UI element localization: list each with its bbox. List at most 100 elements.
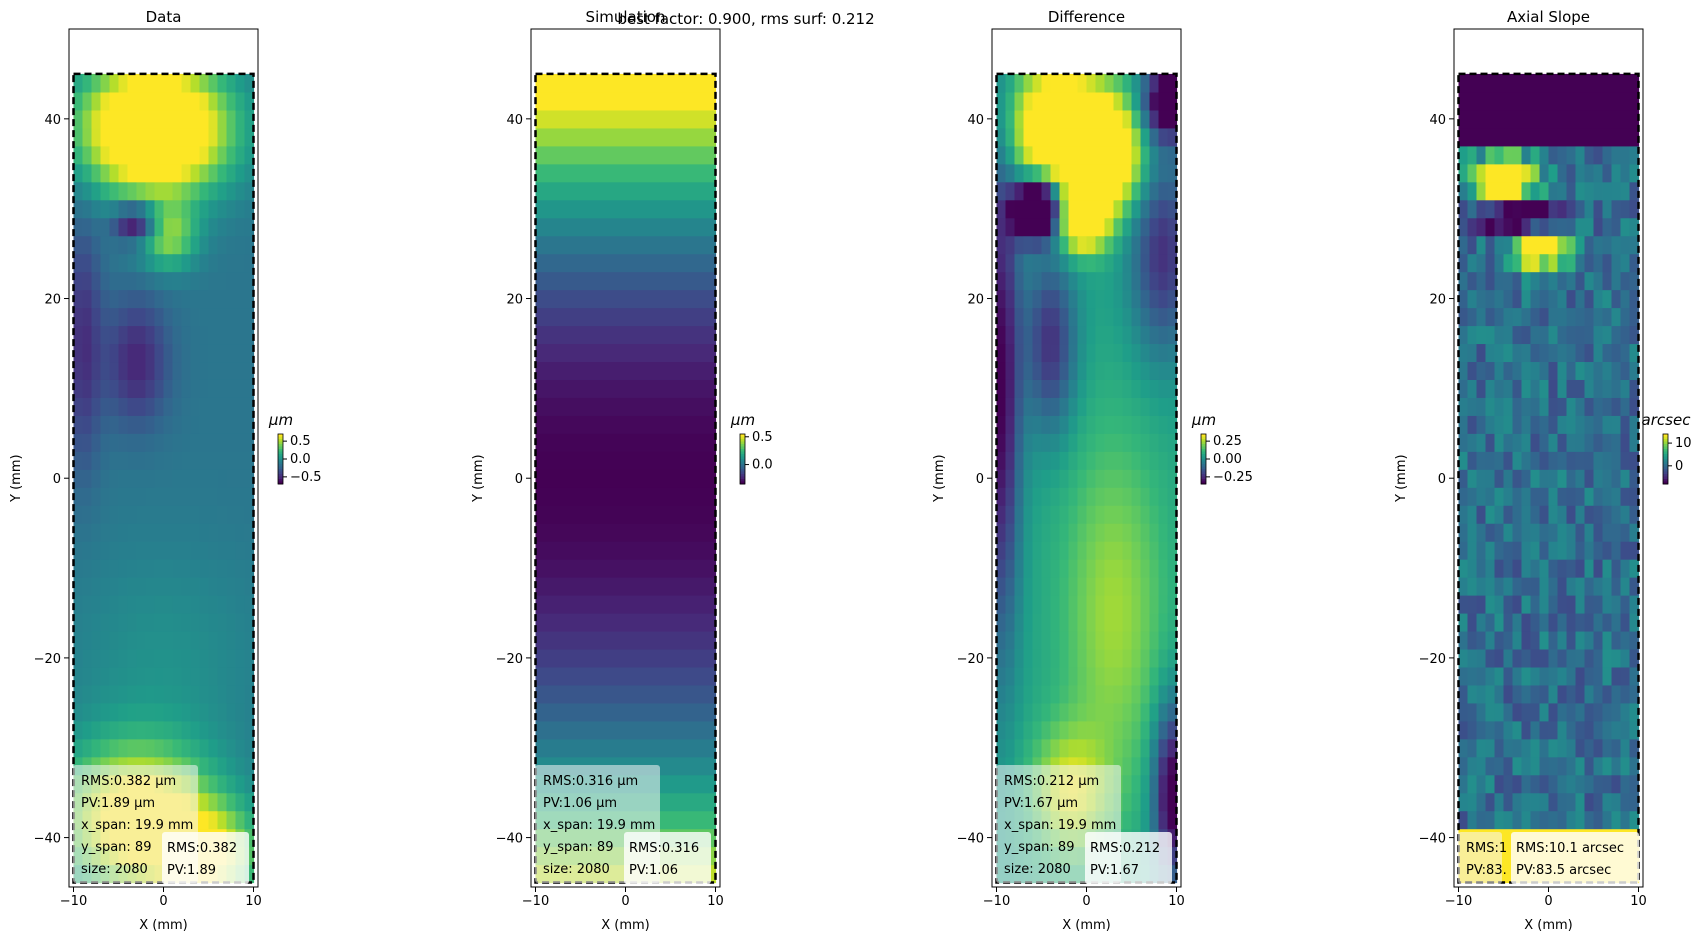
heatmap-cell — [544, 702, 555, 722]
heatmap-cell — [661, 738, 672, 758]
colorbar-segment — [1201, 456, 1206, 460]
heatmap-cell — [1104, 702, 1115, 722]
heatmap-cell — [634, 397, 645, 416]
heatmap-cell — [1503, 361, 1514, 380]
heatmap-cell — [127, 720, 138, 740]
heatmap-cell — [199, 253, 210, 273]
heatmap-cell — [109, 523, 120, 542]
heatmap-cell — [217, 199, 228, 219]
heatmap-cell — [1485, 720, 1496, 740]
heatmap-cell — [109, 127, 120, 147]
heatmap-cell — [1167, 846, 1178, 866]
heatmap-cell — [1113, 630, 1124, 650]
heatmap-cell — [706, 720, 717, 740]
heatmap-cell — [1503, 271, 1514, 291]
heatmap-cell — [688, 361, 699, 380]
heatmap-cell — [1086, 577, 1097, 596]
heatmap-cell — [571, 307, 582, 327]
heatmap-cell — [1068, 181, 1079, 201]
colorbar-segment — [1663, 434, 1668, 437]
heatmap-cell — [1086, 109, 1097, 129]
heatmap-cell — [1131, 379, 1142, 398]
heatmap-cell — [697, 756, 708, 776]
heatmap-cell — [1095, 505, 1106, 524]
heatmap-cell — [1620, 271, 1631, 291]
heatmap-cell — [1095, 559, 1106, 578]
heatmap-cell — [688, 397, 699, 416]
heatmap-cell — [688, 271, 699, 291]
heatmap-cell — [1602, 163, 1613, 183]
heatmap-cell — [688, 756, 699, 776]
heatmap-cell — [1068, 73, 1079, 93]
heatmap-cell — [91, 666, 102, 686]
heatmap-cell — [1005, 541, 1016, 560]
heatmap-cell — [1014, 595, 1025, 614]
heatmap-cell — [82, 702, 93, 722]
heatmap-cell — [1512, 630, 1523, 650]
heatmap-cell — [1575, 253, 1586, 273]
heatmap-cell — [1131, 792, 1142, 812]
heatmap-cell — [688, 325, 699, 345]
heatmap-cell — [154, 343, 165, 363]
heatmap-cell — [1149, 397, 1160, 416]
heatmap-cell — [706, 433, 717, 452]
heatmap-cell — [163, 523, 174, 542]
heatmap-cell — [544, 181, 555, 201]
heatmap-cell — [91, 612, 102, 632]
heatmap-cell — [652, 451, 663, 470]
heatmap-cell — [580, 343, 591, 363]
heatmap-cell — [1467, 397, 1478, 416]
heatmap-cell — [1611, 792, 1622, 812]
heatmap-cell — [172, 127, 183, 147]
heatmap-cell — [652, 702, 663, 722]
heatmap-cell — [1059, 702, 1070, 722]
heatmap-cell — [154, 559, 165, 578]
heatmap-cell — [661, 720, 672, 740]
heatmap-cell — [580, 289, 591, 309]
heatmap-cell — [1512, 145, 1523, 165]
heatmap-cell — [73, 271, 84, 291]
heatmap-cell — [1593, 702, 1604, 722]
heatmap-cell — [127, 541, 138, 560]
heatmap-cell — [535, 109, 546, 129]
heatmap-cell — [1050, 325, 1061, 345]
heatmap-cell — [1620, 289, 1631, 309]
heatmap-cell — [1575, 325, 1586, 345]
heatmap-cell — [1122, 487, 1133, 506]
heatmap-cell — [1041, 523, 1052, 542]
colorbar-segment — [1201, 454, 1206, 457]
heatmap-cell — [1167, 343, 1178, 363]
stats-text: PV:1.67 μm — [1004, 796, 1078, 811]
heatmap-cell — [1566, 361, 1577, 380]
heatmap-cell — [1167, 828, 1178, 848]
heatmap-cell — [1611, 343, 1622, 363]
heatmap-cell — [208, 792, 219, 812]
heatmap-cell — [1131, 451, 1142, 470]
heatmap-cell — [688, 109, 699, 129]
heatmap-cell — [535, 163, 546, 183]
heatmap-cell — [1557, 289, 1568, 309]
heatmap-cell — [244, 415, 255, 434]
heatmap-cell — [226, 271, 237, 291]
heatmap-cell — [1575, 523, 1586, 542]
heatmap-cell — [544, 91, 555, 111]
heatmap-cell — [235, 559, 246, 578]
heatmap-cell — [1158, 720, 1169, 740]
heatmap-cell — [670, 145, 681, 165]
colorbar-segment — [278, 461, 283, 465]
heatmap-cell — [1611, 505, 1622, 524]
heatmap-cell — [1005, 271, 1016, 291]
heatmap-cell — [172, 720, 183, 740]
heatmap-cell — [1140, 720, 1151, 740]
heatmap-cell — [1566, 702, 1577, 722]
heatmap-cell — [1593, 738, 1604, 758]
heatmap-cell — [1530, 181, 1541, 201]
heatmap-cell — [1458, 163, 1469, 183]
heatmap-cell — [706, 541, 717, 560]
heatmap-cell — [1095, 235, 1106, 255]
colorbar-tick-label: 0.5 — [752, 430, 773, 445]
heatmap-cell — [1023, 145, 1034, 165]
heatmap-cell — [1512, 235, 1523, 255]
heatmap-cell — [217, 433, 228, 452]
heatmap-cell — [1158, 397, 1169, 416]
